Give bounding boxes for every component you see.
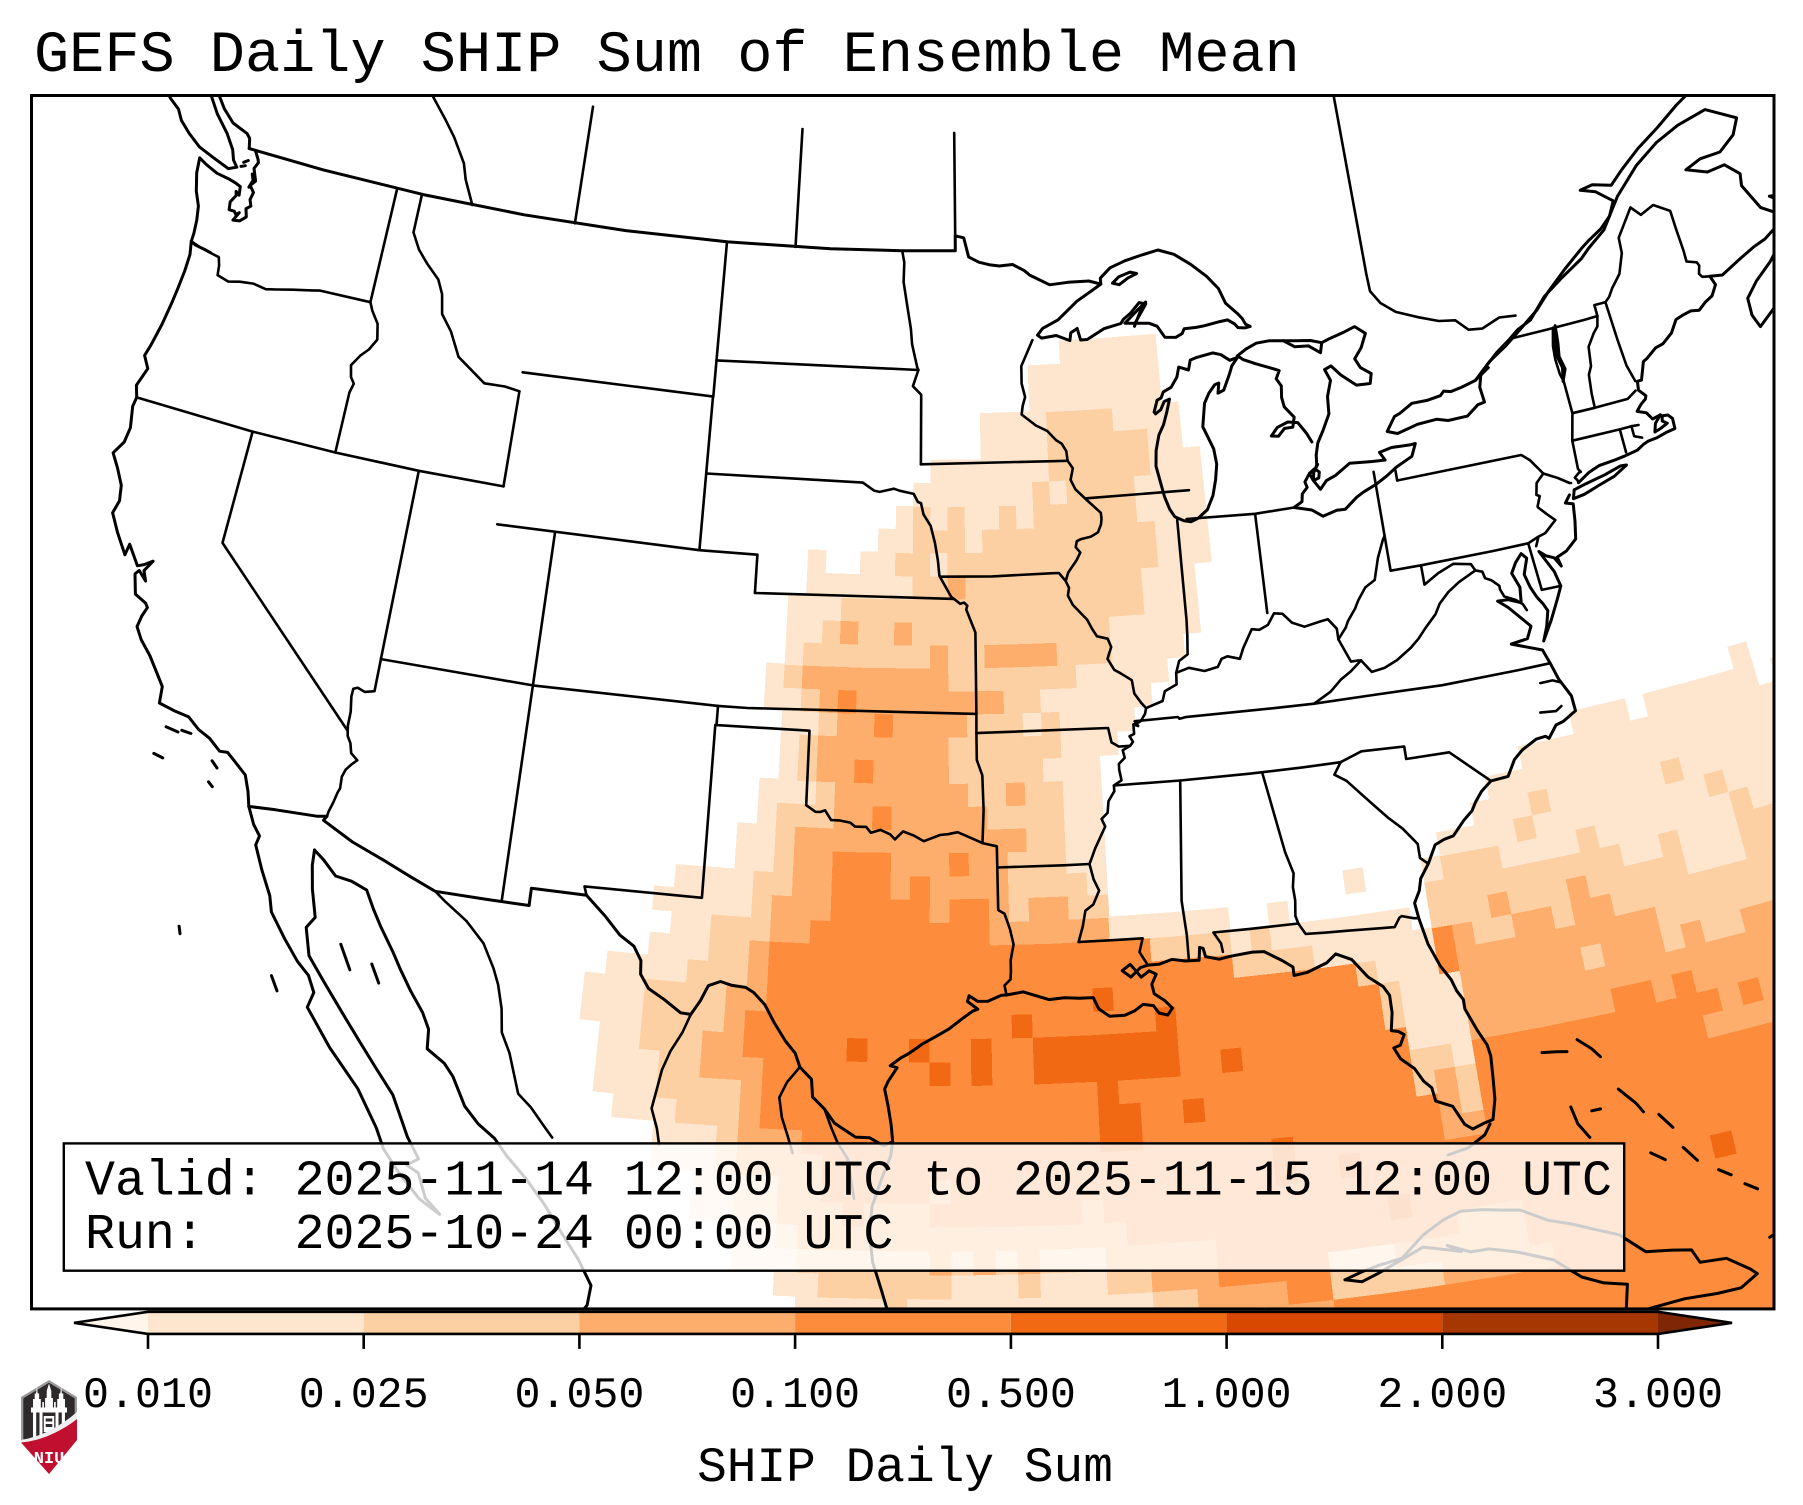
svg-text:NIU: NIU xyxy=(34,1450,65,1469)
svg-text:3.000: 3.000 xyxy=(1593,1372,1723,1421)
svg-text:0.010: 0.010 xyxy=(83,1372,213,1421)
svg-text:Valid: 2025-11-14 12:00 UTC to: Valid: 2025-11-14 12:00 UTC to 2025-11-1… xyxy=(85,1153,1612,1210)
svg-text:Run: 2025-10-24 00:00 UTC: Run: 2025-10-24 00:00 UTC xyxy=(85,1206,893,1263)
svg-text:1.000: 1.000 xyxy=(1162,1372,1292,1421)
svg-text:0.500: 0.500 xyxy=(946,1372,1076,1421)
svg-text:0.025: 0.025 xyxy=(299,1372,429,1421)
svg-text:SHIP Daily Sum: SHIP Daily Sum xyxy=(697,1440,1113,1496)
svg-text:0.100: 0.100 xyxy=(730,1372,860,1421)
svg-text:2.000: 2.000 xyxy=(1377,1372,1507,1421)
svg-text:GEFS Daily SHIP Sum of Ensembl: GEFS Daily SHIP Sum of Ensemble Mean xyxy=(34,22,1300,89)
svg-text:0.050: 0.050 xyxy=(514,1372,644,1421)
